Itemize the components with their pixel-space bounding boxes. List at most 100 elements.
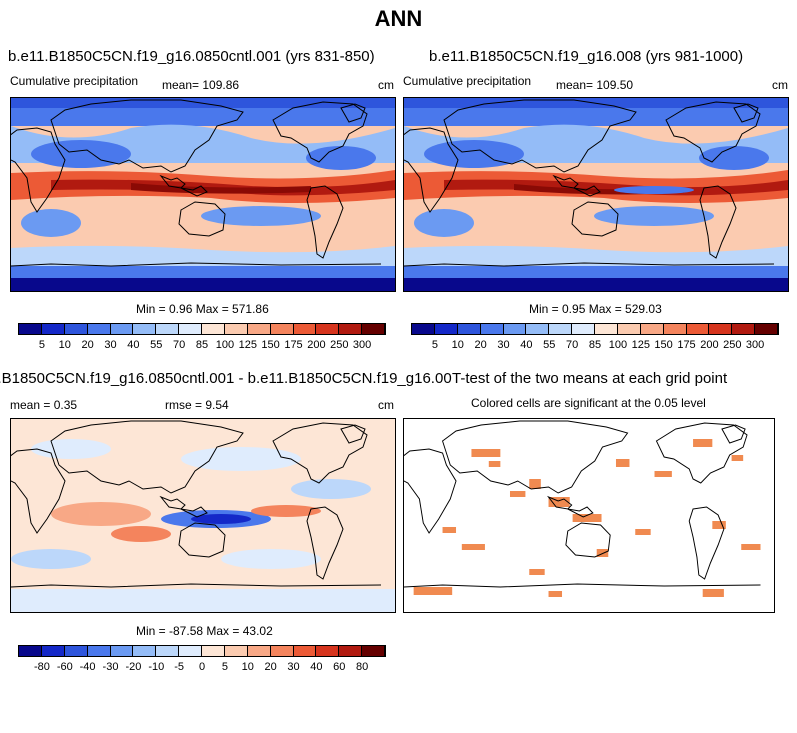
panel-title-clip-bottom-left: b.e11.B1850C5CN.f19_g16.0850cntl.001 - b… — [0, 370, 452, 390]
units-label-top-right: cm — [772, 78, 788, 92]
colorbar-swatch — [503, 324, 527, 334]
colorbar-swatch — [179, 646, 202, 656]
colorbar-swatch — [293, 324, 317, 334]
colorbar-ticks-difference: -80 -60 -40 -30 -20 -10 -5 0 5 10 20 30 … — [19, 646, 385, 673]
minmax-label-bottom-left: Min = -87.58 Max = 43.02 — [136, 624, 273, 638]
colorbar-swatch — [110, 646, 134, 656]
minmax-label-top-right: Min = 0.95 Max = 529.03 — [529, 302, 662, 316]
colorbar-tick: 80 — [355, 661, 369, 673]
colorbar-tick: 60 — [333, 661, 346, 673]
colorbar-tick: -60 — [56, 661, 73, 673]
colorbar-tick: 20 — [81, 339, 94, 351]
colorbar-tick: 100 — [608, 339, 628, 351]
colorbar-swatch — [202, 324, 225, 334]
colorbar-swatch — [293, 646, 317, 656]
colorbar-swatch — [247, 324, 271, 334]
mean-label-bottom-left: mean = 0.35 — [10, 398, 78, 412]
panel-title-bottom-right: T-test of the two means at each grid poi… — [452, 370, 728, 387]
difference-field — [11, 419, 395, 612]
colorbar-tick: 100 — [215, 339, 235, 351]
colorbar-tick: 150 — [261, 339, 280, 351]
colorbar-tick: 175 — [284, 339, 303, 351]
colorbar-swatch — [595, 324, 618, 334]
precip-field-top-right — [404, 98, 788, 291]
mean-label-top-left: mean= 109.86 — [162, 78, 240, 92]
colorbar-swatch — [755, 324, 778, 334]
page-title: ANN — [374, 6, 423, 31]
colorbar-swatch — [732, 324, 756, 334]
colorbar-tick: 200 — [307, 339, 326, 351]
precip-map-top-left — [10, 97, 396, 292]
colorbar-tick: 150 — [654, 339, 673, 351]
colorbar-ticks-top-right: 5 10 20 30 40 55 70 85 100 125 150 175 2… — [412, 324, 778, 351]
colorbar-tick: 40 — [520, 339, 533, 351]
precip-field-top-left — [11, 98, 395, 291]
colorbar-tick: -40 — [79, 661, 96, 673]
colorbar-swatch — [110, 324, 134, 334]
colorbar-tick: 85 — [588, 339, 602, 351]
colorbar-swatch — [224, 324, 248, 334]
colorbar-tick: 30 — [104, 339, 117, 351]
minmax-label-top-left: Min = 0.96 Max = 571.86 — [136, 302, 269, 316]
colorbar-swatch — [457, 324, 481, 334]
colorbar-swatch — [41, 646, 65, 656]
colorbar-tick: -20 — [125, 661, 142, 673]
colorbar-swatch — [572, 324, 595, 334]
significance-field — [404, 419, 774, 612]
colorbar-swatch — [19, 324, 42, 334]
colorbar-tick: 70 — [565, 339, 579, 351]
colorbar-swatch — [64, 324, 88, 334]
colorbar-tick: 5 — [221, 661, 228, 673]
colorbar-tick: 30 — [497, 339, 510, 351]
significant-cells — [413, 439, 761, 597]
significance-map — [403, 418, 775, 613]
colorbar-tick: -5 — [174, 661, 184, 673]
colorbar-swatch — [270, 324, 294, 334]
colorbar-tick: 5 — [38, 339, 45, 351]
colorbar-swatch — [87, 646, 111, 656]
colorbar-tick: 20 — [264, 661, 277, 673]
colorbar-swatch — [434, 324, 458, 334]
colorbar-swatch — [224, 646, 248, 656]
colorbar-swatch — [339, 646, 363, 656]
colorbar-swatch — [526, 324, 550, 334]
colorbar-swatch — [686, 324, 710, 334]
colorbar-swatch — [247, 646, 271, 656]
colorbar-tick: 10 — [58, 339, 71, 351]
colorbar-swatch — [156, 324, 180, 334]
colorbar-tick: 200 — [700, 339, 719, 351]
colorbar-difference: -80 -60 -40 -30 -20 -10 -5 0 5 10 20 30 … — [18, 645, 386, 673]
colorbar-tick: -80 — [33, 661, 50, 673]
colorbar-swatch — [133, 324, 157, 334]
colorbar-swatch — [156, 646, 180, 656]
colorbar-top-left: 5 10 20 30 40 55 70 85 100 125 150 175 2… — [18, 323, 386, 351]
colorbar-swatch — [270, 646, 294, 656]
colorbar-tick: 55 — [543, 339, 556, 351]
colorbar-tick: 40 — [310, 661, 323, 673]
panel-subtitle-bottom-right: Colored cells are significant at the 0.0… — [471, 396, 706, 410]
colorbar-tick: -30 — [102, 661, 119, 673]
colorbar-tick: 20 — [474, 339, 487, 351]
colorbar-tick: 55 — [150, 339, 163, 351]
colorbar-tick: 10 — [241, 661, 254, 673]
colorbar-tick: 40 — [127, 339, 140, 351]
colorbar-swatch — [362, 646, 385, 656]
colorbar-swatch — [339, 324, 363, 334]
variable-label-top-right: Cumulative precipitation — [403, 74, 532, 88]
mean-label-top-right: mean= 109.50 — [556, 78, 634, 92]
colorbar-tick: 85 — [195, 339, 209, 351]
panel-title-top-left: b.e11.B1850C5CN.f19_g16.0850cntl.001 (yr… — [8, 48, 375, 65]
colorbar-tick: 125 — [238, 339, 257, 351]
colorbar-swatch — [640, 324, 664, 334]
colorbar-swatch — [549, 324, 573, 334]
colorbar-ticks-top-left: 5 10 20 30 40 55 70 85 100 125 150 175 2… — [19, 324, 385, 351]
colorbar-tick: 250 — [723, 339, 742, 351]
panel-title-bottom-left: b.e11.B1850C5CN.f19_g16.0850cntl.001 - b… — [0, 370, 452, 387]
precip-map-top-right — [403, 97, 789, 292]
variable-label-top-left: Cumulative precipitation — [10, 74, 139, 88]
colorbar-swatch — [202, 646, 225, 656]
colorbar-tick: -10 — [148, 661, 165, 673]
colorbar-swatch — [316, 646, 340, 656]
colorbar-tick: 10 — [451, 339, 464, 351]
colorbar-swatch — [133, 646, 157, 656]
